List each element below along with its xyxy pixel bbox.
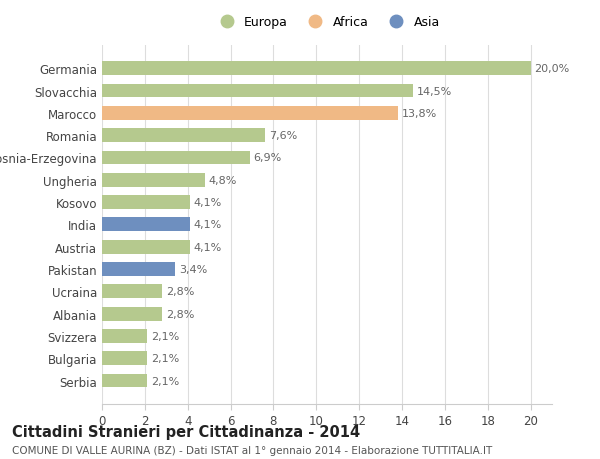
Bar	[102, 240, 190, 254]
Text: 6,9%: 6,9%	[254, 153, 282, 163]
Text: 20,0%: 20,0%	[535, 64, 569, 74]
Text: 7,6%: 7,6%	[269, 131, 297, 141]
Text: 2,1%: 2,1%	[151, 331, 179, 341]
Legend: Europa, Africa, Asia: Europa, Africa, Asia	[214, 17, 440, 29]
Text: 2,1%: 2,1%	[151, 376, 179, 386]
Text: 4,8%: 4,8%	[209, 175, 237, 185]
Bar	[102, 218, 190, 232]
Bar	[102, 352, 147, 365]
Text: 2,1%: 2,1%	[151, 353, 179, 364]
Text: Cittadini Stranieri per Cittadinanza - 2014: Cittadini Stranieri per Cittadinanza - 2…	[12, 425, 360, 440]
Bar	[102, 129, 265, 143]
Text: 13,8%: 13,8%	[401, 109, 437, 118]
Bar	[102, 151, 250, 165]
Text: 2,8%: 2,8%	[166, 309, 194, 319]
Bar	[102, 374, 147, 388]
Bar	[102, 106, 398, 121]
Text: 14,5%: 14,5%	[416, 86, 452, 96]
Text: COMUNE DI VALLE AURINA (BZ) - Dati ISTAT al 1° gennaio 2014 - Elaborazione TUTTI: COMUNE DI VALLE AURINA (BZ) - Dati ISTAT…	[12, 445, 492, 455]
Bar	[102, 285, 162, 299]
Text: 4,1%: 4,1%	[194, 220, 222, 230]
Bar	[102, 62, 530, 76]
Text: 3,4%: 3,4%	[179, 264, 207, 274]
Text: 4,1%: 4,1%	[194, 198, 222, 207]
Bar	[102, 84, 413, 98]
Bar	[102, 174, 205, 187]
Text: 2,8%: 2,8%	[166, 287, 194, 297]
Text: 4,1%: 4,1%	[194, 242, 222, 252]
Bar	[102, 329, 147, 343]
Bar	[102, 307, 162, 321]
Bar	[102, 263, 175, 276]
Bar	[102, 196, 190, 210]
